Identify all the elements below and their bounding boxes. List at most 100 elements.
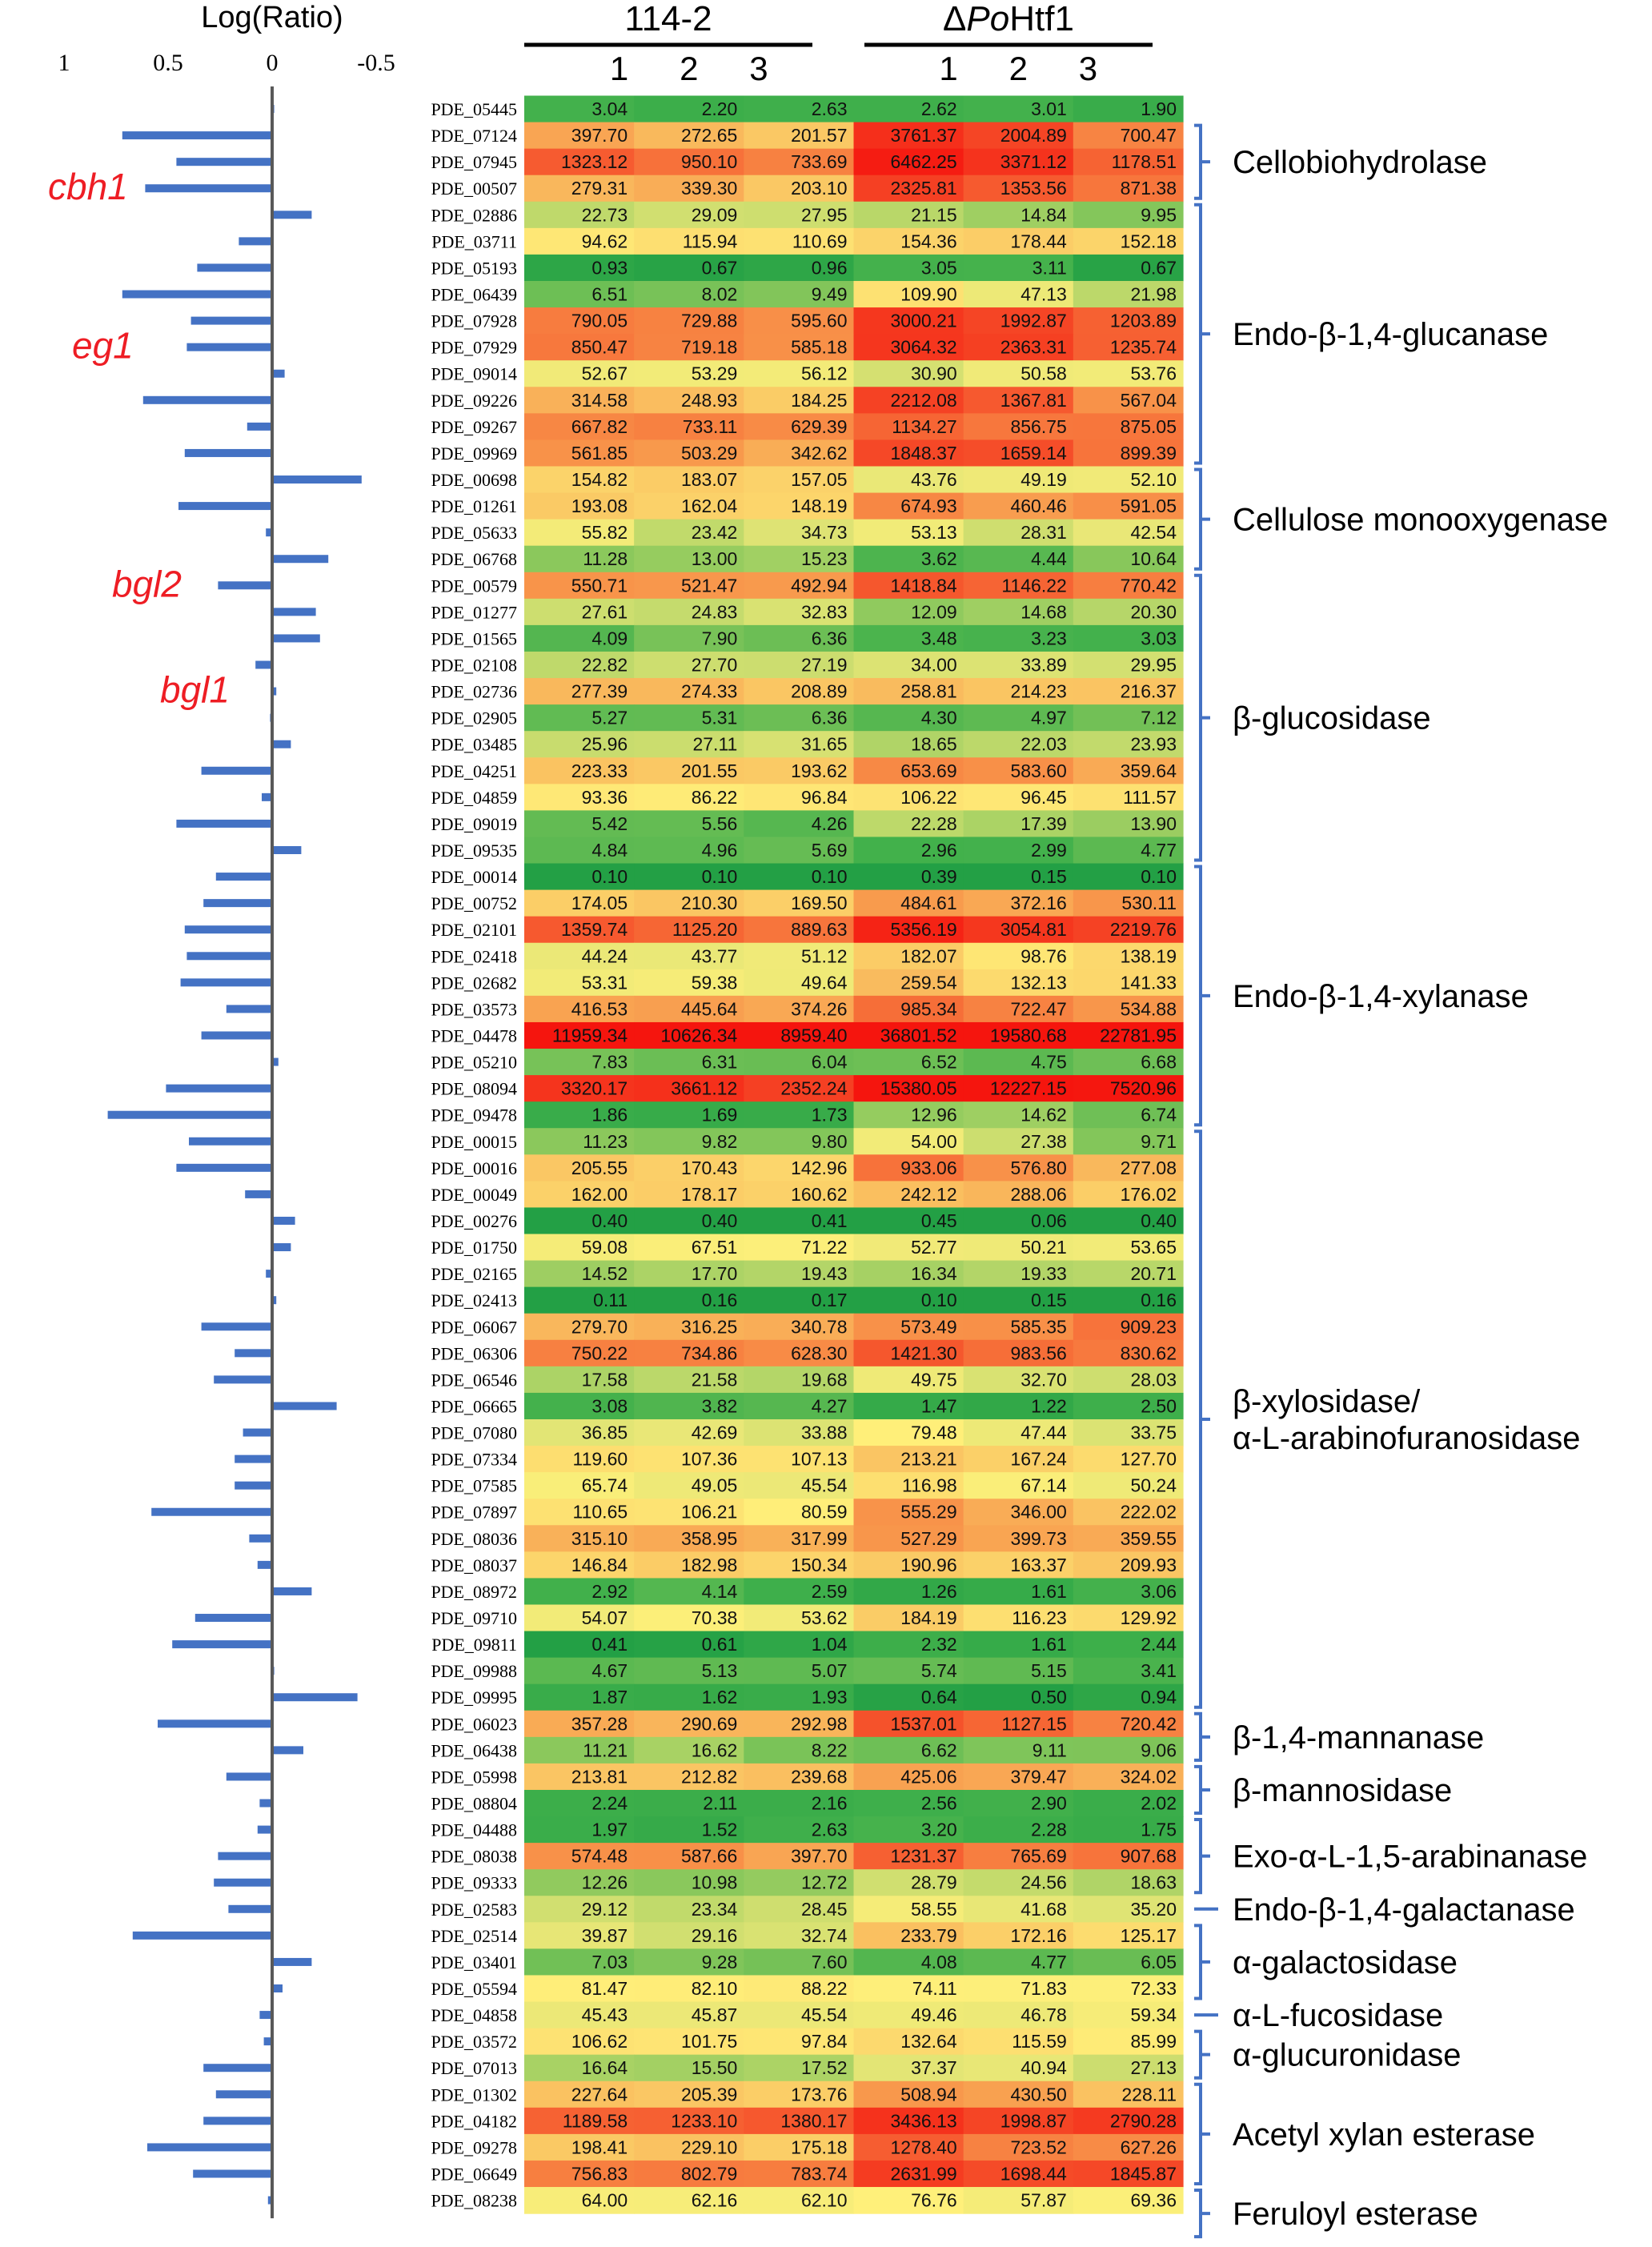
heat-cell-value: 875.05 [1121,416,1177,437]
heat-cell-value: 314.58 [571,390,628,411]
heat-cell-value: 729.88 [681,311,737,331]
heat-cell [853,1736,964,1764]
heat-cell [744,227,855,255]
heat-cell [524,519,635,547]
heat-cell [963,572,1074,600]
heat-cell [963,704,1074,732]
heat-cell-value: 4.26 [812,813,848,834]
log-ratio-bar [201,1322,272,1331]
category-label: α-glucuronidase [1233,2038,1462,2073]
log-ratio-bar [184,925,272,934]
gene-id: PDE_07928 [431,311,517,331]
heat-cell [853,1075,964,1102]
heat-cell-value: 184.19 [900,1607,956,1628]
heat-cell [744,439,855,467]
heat-cell-value: 0.15 [1031,866,1067,887]
heat-cell-value: 6.36 [812,708,848,728]
heat-cell-value: 3761.37 [891,125,957,146]
heat-cell [744,1551,855,1579]
heat-cell-value: 169.50 [791,893,847,913]
heat-cell [524,757,635,784]
heat-cell-value: 35.20 [1130,1899,1177,1920]
heat-cell-value: 4.67 [591,1660,628,1681]
replicate-header: 1 [939,50,957,87]
heat-cell [1073,1499,1184,1526]
heat-cell [853,1604,964,1632]
heat-cell-value: 173.76 [791,2084,847,2105]
heat-cell-value: 1.75 [1141,1820,1177,1840]
heat-cell-value: 770.42 [1121,575,1177,596]
category-label: β-xylosidase/ [1233,1384,1421,1419]
heat-cell-value: 720.42 [1121,1713,1177,1734]
heat-cell [853,95,964,123]
heat-cell-value: 79.48 [911,1422,957,1443]
heat-cell [524,1472,635,1499]
heat-cell-value: 9.71 [1141,1131,1177,1152]
heat-cell-value: 16.62 [692,1739,738,1760]
log-ratio-bar [151,1507,272,1516]
heat-cell [744,175,855,203]
heat-cell-value: 22.82 [582,655,628,676]
heat-cell [853,1234,964,1262]
heat-cell [634,1366,744,1394]
heat-cell-value: 178.17 [681,1184,737,1205]
heat-cell-value: 856.75 [1010,416,1066,437]
heat-cell [524,545,635,573]
heat-cell [634,1260,744,1288]
gene-id: PDE_02413 [431,1290,517,1310]
heat-cell [634,413,744,441]
gene-id: PDE_07013 [431,2058,517,2078]
heat-cell [1073,1578,1184,1606]
heat-cell [963,2028,1074,2056]
heat-cell [963,651,1074,679]
heat-cell-value: 756.83 [571,2163,628,2184]
heat-cell [853,1472,964,1499]
heat-cell [634,2133,744,2161]
category-label: α-L-fucosidase [1233,1998,1443,2033]
log-ratio-bar [215,873,272,881]
heat-cell [853,439,964,467]
heat-cell [853,1922,964,1949]
log-ratio-bar [259,2011,272,2020]
heat-cell [524,889,635,917]
heat-cell [634,863,744,891]
heat-cell-value: 27.61 [582,601,628,622]
heat-cell [634,837,744,865]
heat-cell-value: 56.12 [801,363,848,384]
heat-cell-value: 154.82 [571,469,628,490]
heat-cell [853,1154,964,1182]
heat-cell [1073,439,1184,467]
heat-cell [524,1763,635,1791]
gene-id: PDE_04251 [431,761,517,781]
heat-cell-value: 41.68 [1020,1899,1067,1920]
heat-cell [1073,704,1184,732]
heat-cell [1073,307,1184,335]
heat-cell [853,863,964,891]
heat-cell-value: 3064.32 [891,337,957,358]
heat-cell-value: 279.31 [571,178,628,199]
heat-cell-value: 3054.81 [1000,919,1067,940]
gene-id: PDE_02165 [431,1264,517,1284]
heat-cell-value: 71.22 [801,1237,848,1258]
heat-cell-value: 3.03 [1141,628,1177,648]
heat-cell [1073,413,1184,441]
heat-cell-value: 4.08 [921,1952,957,1972]
heat-cell [963,360,1074,387]
heat-cell-value: 47.44 [1020,1422,1067,1443]
heat-cell [524,1710,635,1738]
bar-axis-tick: -0.5 [357,50,395,76]
heat-cell [1073,2001,1184,2029]
heat-cell-value: 0.40 [702,1210,738,1231]
heat-cell-value: 629.39 [791,416,847,437]
heat-cell [524,995,635,1023]
log-ratio-bar [272,475,362,484]
heat-cell [744,651,855,679]
heat-cell-value: 591.05 [1121,496,1177,516]
heat-cell-value: 110.69 [792,231,848,251]
heat-cell [963,1948,1074,1976]
heat-cell-value: 1.62 [702,1687,738,1707]
heat-cell-value: 15.23 [801,548,848,569]
gene-id: PDE_06546 [431,1370,517,1390]
